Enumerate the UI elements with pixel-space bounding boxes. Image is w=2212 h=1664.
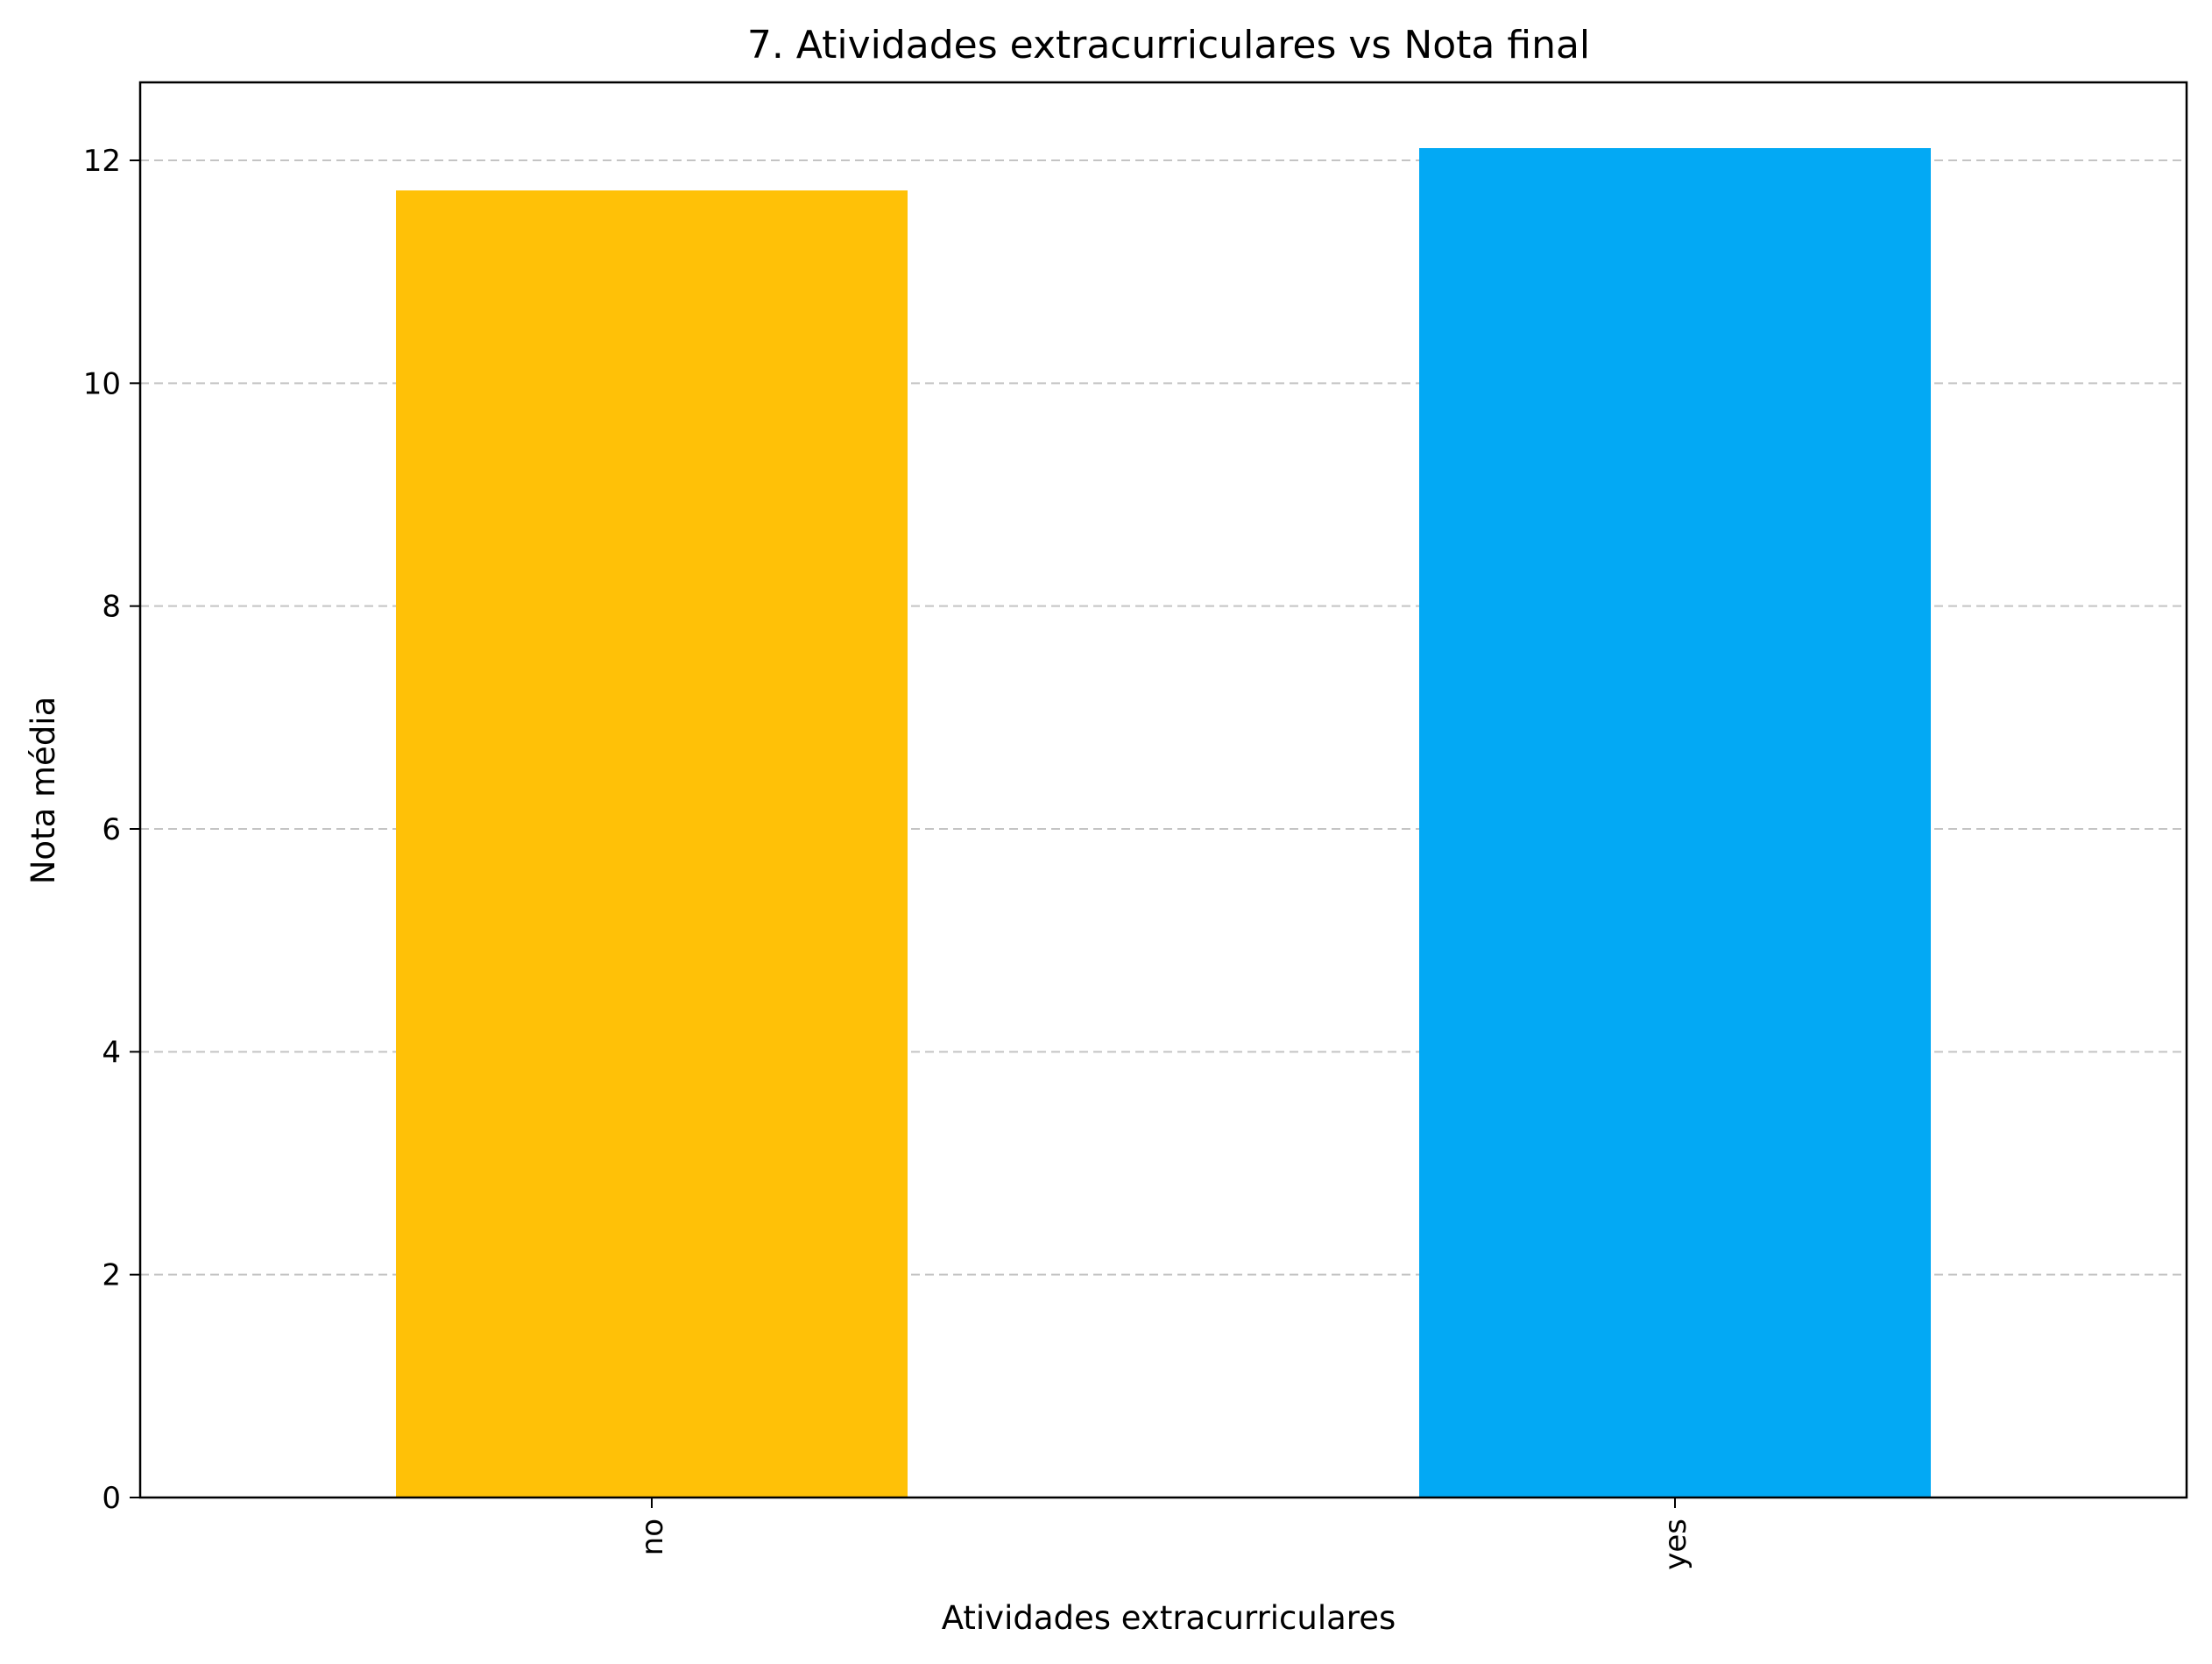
y-tick-label: 0 [102, 1481, 121, 1516]
y-axis-ticks: 0 2 4 6 8 10 12 [83, 144, 140, 1516]
x-tick-label: no [635, 1519, 670, 1555]
y-tick-label: 10 [83, 366, 121, 401]
y-tick-label: 2 [102, 1258, 121, 1293]
x-tick-label: yes [1658, 1519, 1693, 1570]
x-axis-label: Atividades extracurriculares [942, 1599, 1396, 1637]
plot-frame [138, 81, 2188, 1499]
bars [396, 148, 1931, 1498]
y-axis-label: Nota média [25, 697, 62, 885]
y-tick-label: 6 [102, 812, 121, 847]
y-tick-label: 4 [102, 1035, 121, 1070]
y-tick-label: 8 [102, 590, 121, 625]
y-tick-label: 12 [83, 144, 121, 179]
bar-no [396, 190, 908, 1498]
x-axis-ticks: no yes [635, 1498, 1693, 1570]
bar-yes [1419, 148, 1931, 1498]
chart-title: 7. Atividades extracurriculares vs Nota … [747, 23, 1590, 67]
